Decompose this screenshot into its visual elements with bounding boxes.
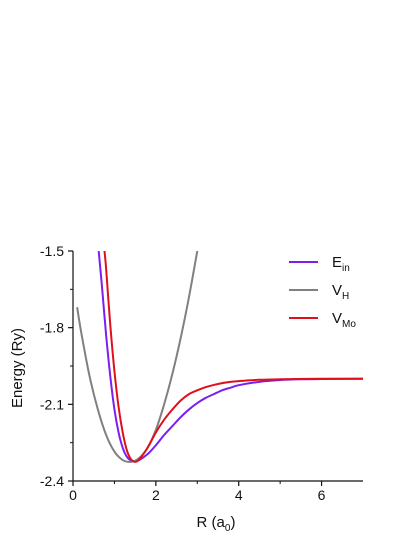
x-axis-title: R (a0): [197, 514, 236, 534]
legend-label-sub: in: [342, 263, 350, 274]
series-line-VH: [76, 251, 199, 463]
x-tick-label: 4: [235, 487, 243, 503]
legend-label-main: V: [332, 310, 342, 327]
legend-label-sub: Mo: [342, 319, 356, 330]
legend-label-sub: H: [342, 291, 349, 302]
y-axis-title: Energy (Ry): [9, 328, 26, 408]
y-tick-label: -2.4: [40, 473, 64, 489]
x-tick-label: 2: [152, 487, 160, 503]
series-line-VMo: [103, 251, 363, 463]
axes-layer: 0 2 4 6 -2.4 -2.1 -1.8 -1.5: [40, 243, 363, 503]
x-tick-label: 6: [318, 487, 326, 503]
y-tick-label: -1.8: [40, 320, 64, 336]
y-tick-label: -2.1: [40, 396, 64, 412]
legend-label-main: V: [332, 282, 342, 299]
y-tick-label: -1.5: [40, 243, 64, 259]
legend-label-VH: VH: [332, 282, 349, 302]
x-axis-title-close: ): [230, 514, 235, 531]
series-line-E: [97, 251, 363, 463]
legend-label-E: Ein: [332, 254, 350, 274]
series-layer: [76, 251, 363, 463]
legend-label-VMo: VMo: [332, 310, 356, 330]
x-tick-label: 0: [69, 487, 77, 503]
legend-label-main: E: [332, 254, 342, 271]
x-axis-title-main: R (a: [197, 514, 226, 531]
x-axis-title-sub: 0: [225, 523, 231, 534]
